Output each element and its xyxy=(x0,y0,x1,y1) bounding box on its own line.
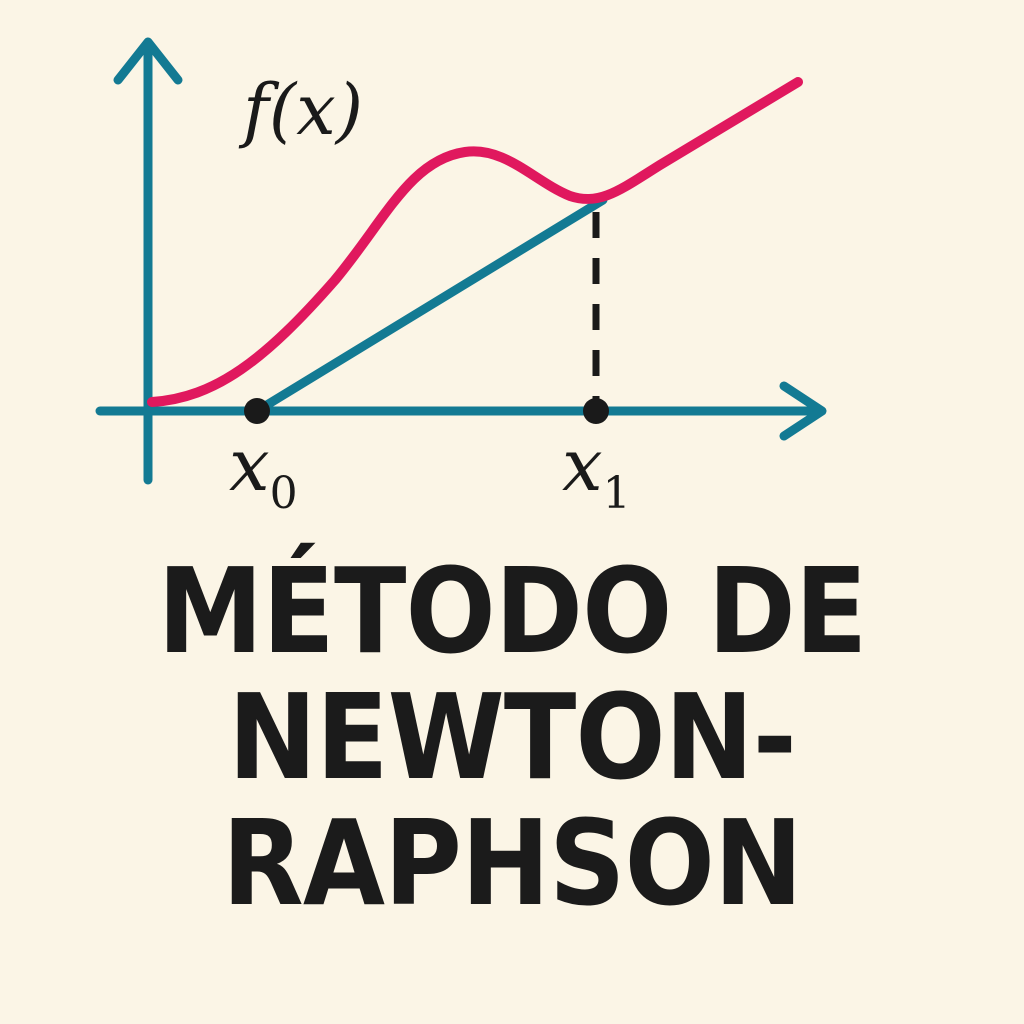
newton-raphson-diagram: f(x) x0 x1 xyxy=(95,37,827,519)
x1-label-subscript: 1 xyxy=(603,468,631,519)
x1-label: x1 xyxy=(562,423,631,519)
function-label: f(x) xyxy=(238,69,363,151)
y-axis-arrowhead xyxy=(113,37,183,85)
x-axis-arrowhead xyxy=(779,381,827,441)
x0-label: x0 xyxy=(229,423,298,519)
tangent-line xyxy=(252,195,608,416)
point-x1 xyxy=(583,398,609,424)
point-x0 xyxy=(244,398,270,424)
title-line-1: MÉTODO DE xyxy=(157,542,868,680)
function-curve xyxy=(147,77,803,407)
title: MÉTODO DE NEWTON- RAPHSON xyxy=(51,548,973,926)
x0-label-subscript: 0 xyxy=(270,468,298,519)
title-line-3: RAPHSON xyxy=(221,794,803,932)
x1-label-base: x xyxy=(562,423,603,507)
title-line-2: NEWTON- xyxy=(228,668,797,806)
x0-label-base: x xyxy=(229,423,270,507)
